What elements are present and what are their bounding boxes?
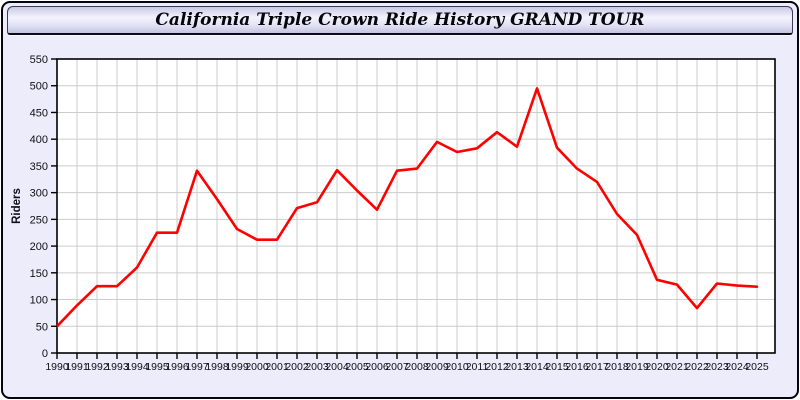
chart-title: California Triple Crown Ride History GRA… <box>155 10 645 30</box>
chart-titlebar: California Triple Crown Ride History GRA… <box>7 6 793 35</box>
